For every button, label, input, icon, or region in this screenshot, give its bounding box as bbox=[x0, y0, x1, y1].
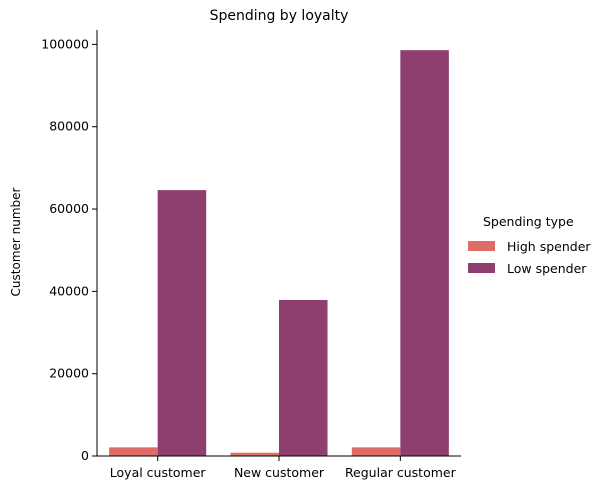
legend: Spending type High spender Low spender bbox=[468, 214, 591, 279]
legend-swatch bbox=[468, 241, 495, 251]
bar-low-spender-loyal-customer bbox=[157, 190, 207, 456]
bar-high-spender-new-customer bbox=[230, 452, 279, 456]
legend-swatch bbox=[468, 263, 495, 273]
bar-low-spender-regular-customer bbox=[400, 50, 449, 456]
bar-high-spender-regular-customer bbox=[351, 447, 401, 456]
chart-title: Spending by loyalty bbox=[209, 8, 349, 24]
legend-item: High spender bbox=[468, 235, 591, 257]
legend-label: High spender bbox=[507, 238, 591, 254]
y-tick-label: 80000 bbox=[49, 119, 89, 134]
legend-item: Low spender bbox=[468, 257, 591, 279]
y-tick-label: 100000 bbox=[41, 36, 89, 51]
legend-title: Spending type bbox=[483, 214, 574, 229]
y-tick-label: 40000 bbox=[49, 283, 89, 298]
y-tick-label: 60000 bbox=[49, 201, 89, 216]
legend-label: Low spender bbox=[507, 260, 587, 276]
x-tick-label: New customer bbox=[234, 465, 325, 480]
bar-low-spender-new-customer bbox=[279, 300, 328, 456]
x-tick-label: Regular customer bbox=[345, 465, 457, 480]
y-tick-label: 20000 bbox=[49, 366, 89, 381]
y-tick-label: 0 bbox=[81, 448, 89, 463]
x-tick-label: Loyal customer bbox=[110, 465, 207, 480]
bar-high-spender-loyal-customer bbox=[109, 447, 158, 456]
